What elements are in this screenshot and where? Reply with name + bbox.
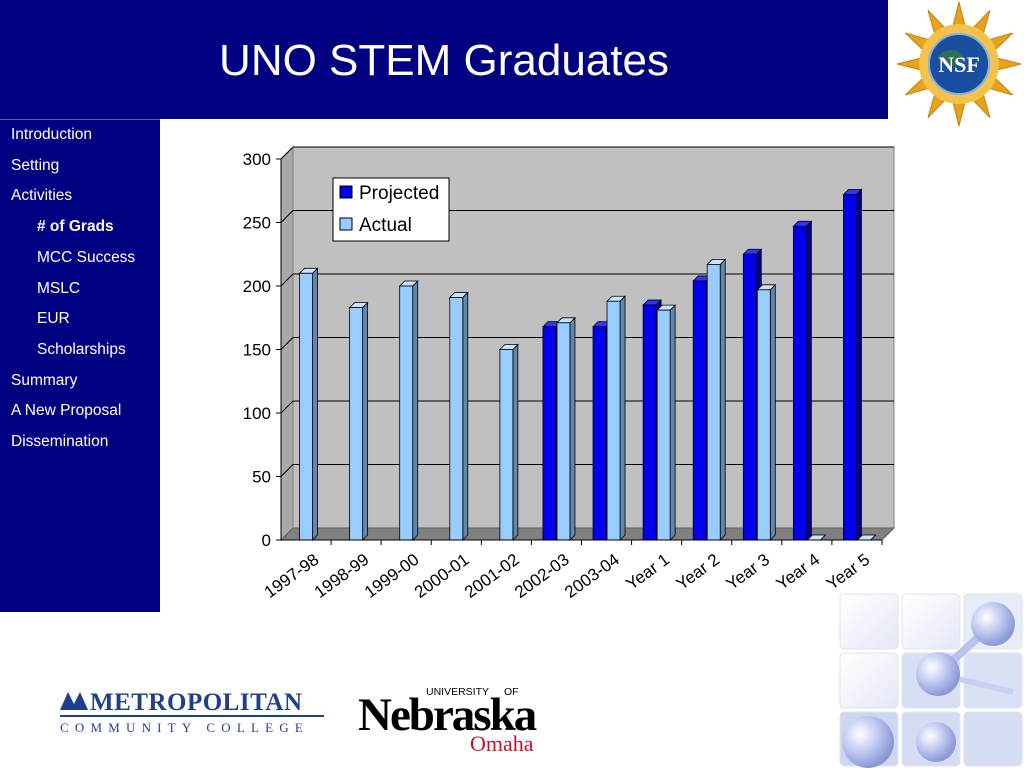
bar-side (362, 301, 369, 541)
mcc-logo-line1: METROPOLITAN (90, 689, 303, 716)
sidebar-item-summary[interactable]: Summary (11, 371, 78, 389)
x-tick-label: 2002-03 (511, 550, 573, 602)
x-tick-label: Year 5 (823, 550, 873, 594)
sidebar-item-setting[interactable]: Setting (11, 156, 60, 174)
bar-side (769, 283, 776, 541)
x-tick-label: Year 4 (773, 550, 823, 594)
x-tick-label: 1997-98 (261, 550, 323, 602)
gridline-side (280, 210, 294, 223)
bar-actual (449, 297, 464, 541)
bar-projected (742, 253, 757, 541)
sidebar-item-introduction[interactable]: Introduction (11, 126, 92, 143)
bar-side (569, 316, 576, 541)
bar-projected (542, 326, 557, 541)
gridline-side (280, 464, 294, 477)
sidebar-item-dissemination[interactable]: Dissemination (11, 433, 109, 450)
bar-side (805, 220, 812, 541)
x-tick-label: 1999-00 (361, 550, 423, 602)
x-tick-label: 2000-01 (411, 550, 473, 602)
y-tick-label: 250 (243, 214, 271, 233)
bar-side (669, 304, 676, 541)
bar-actual (606, 300, 621, 541)
unl-omaha-logo: UNIVERSITY OF Nebraska Omaha (358, 686, 539, 756)
y-tick-label: 300 (243, 150, 271, 169)
page-title-text: UNO STEM Graduates (219, 36, 669, 85)
gridline-side (280, 400, 294, 414)
bar-projected (792, 225, 807, 541)
nsf-logo: NSF (896, 1, 1022, 127)
gridline-side (280, 337, 294, 350)
legend-swatch-projected (339, 185, 353, 199)
bar-actual (399, 285, 414, 541)
y-tick-label: 0 (262, 531, 271, 550)
legend-swatch-actual (339, 217, 353, 231)
unl-nebraska-text: Nebraska (358, 689, 537, 741)
bar-actual (706, 264, 721, 541)
unl-university-text: UNIVERSITY (426, 686, 489, 698)
y-tick-label: 150 (243, 341, 271, 360)
x-tick-label: Year 3 (723, 550, 773, 594)
x-tick-label: Year 2 (673, 550, 723, 594)
bar-side (512, 343, 519, 541)
y-tick-label: 200 (243, 277, 271, 296)
bar-side (312, 267, 318, 541)
gridline-side (280, 146, 294, 160)
bar-side (619, 295, 626, 541)
bar-projected (642, 304, 657, 541)
unl-omaha-text: Omaha (470, 731, 534, 756)
bar-side (462, 291, 469, 541)
x-tick-label: Year 1 (623, 550, 673, 594)
bar-actual (656, 309, 671, 541)
sidebar-item-mcc-success[interactable]: MCC Success (37, 248, 136, 266)
bar-projected (843, 194, 857, 541)
legend-label-actual: Actual (359, 215, 412, 236)
sidebar-item-scholarships[interactable]: Scholarships (37, 340, 126, 358)
gridline-side (280, 273, 294, 287)
bar-actual (499, 349, 514, 541)
bar-actual (349, 307, 364, 541)
x-tick-label: 1998-99 (311, 550, 373, 602)
bar-actual (556, 322, 571, 541)
page-title: UNO STEM Graduates (0, 36, 888, 86)
mcc-logo: METROPOLITAN COMMUNITY COLLEGE (60, 689, 324, 735)
nsf-logo-text: NSF (938, 52, 980, 77)
mcc-mountain-icon (60, 692, 88, 710)
x-tick-label: 2001-02 (461, 550, 523, 602)
y-tick-label: 50 (252, 468, 271, 487)
bar-actual (299, 272, 313, 541)
y-tick-label: 100 (243, 404, 271, 423)
mcc-logo-line2: COMMUNITY COLLEGE (60, 720, 309, 735)
sidebar-item-mslc[interactable]: MSLC (37, 279, 81, 297)
bar-projected (692, 280, 707, 541)
sidebar-item-eur[interactable]: EUR (37, 310, 70, 328)
bar-side (719, 258, 726, 541)
sidebar (0, 119, 160, 612)
sidebar-item-activities[interactable]: Activities (11, 187, 73, 205)
sidebar-item-a-new-proposal[interactable]: A New Proposal (11, 402, 122, 420)
unl-of-text: OF (504, 686, 519, 698)
bar-projected (592, 326, 607, 541)
bar-side (412, 280, 419, 541)
legend-label-projected: Projected (359, 183, 439, 204)
title-bar: UNO STEM Graduates (0, 0, 888, 119)
bar-actual (756, 289, 771, 541)
sidebar-item-of-grads[interactable]: # of Grads (37, 218, 114, 236)
x-tick-label: 2003-04 (561, 550, 623, 602)
bar-side (856, 188, 862, 541)
molecule-decoration (839, 593, 1023, 768)
